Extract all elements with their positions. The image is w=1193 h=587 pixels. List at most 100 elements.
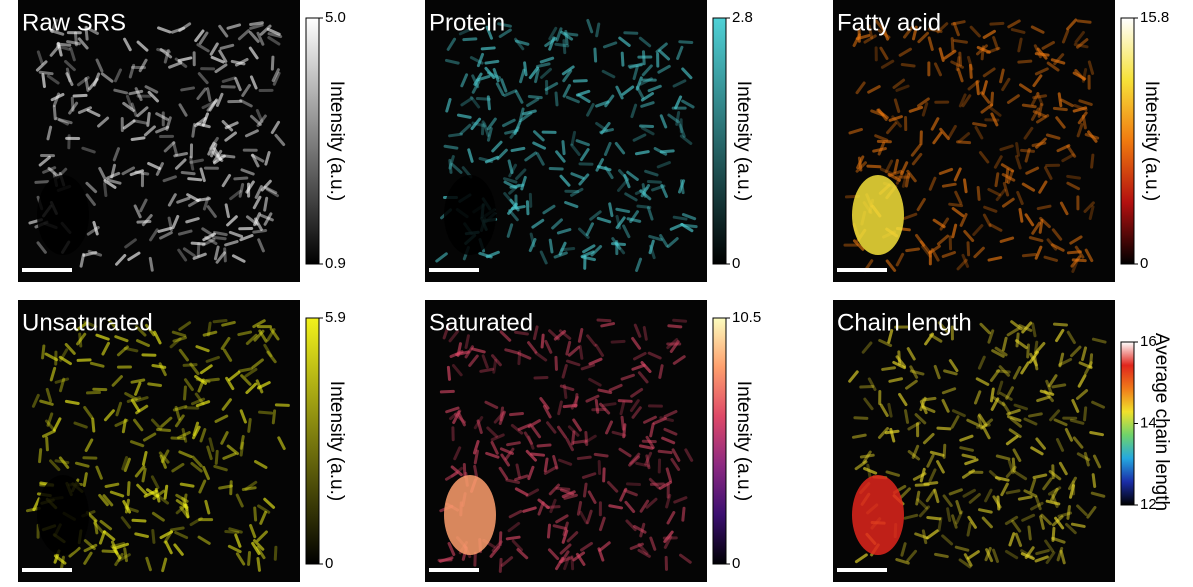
cell [519,352,520,364]
cell [996,174,998,186]
cell [1059,94,1061,106]
cell [61,557,63,569]
cell [960,53,961,65]
cell [899,352,900,364]
cell [629,65,641,66]
cell [604,469,605,481]
cell [944,445,945,457]
cell [255,508,256,520]
cell [273,411,274,423]
cell [149,384,161,386]
cell [636,152,648,154]
cell [527,202,528,214]
cell [150,258,152,270]
colorbar [713,318,726,564]
cell [448,367,449,379]
cell [198,244,199,256]
cell [627,484,639,485]
cell [532,454,544,455]
cell [276,405,288,406]
cell [855,418,867,419]
cell [1023,254,1035,255]
cell [545,459,547,471]
cell [1092,155,1093,167]
cell [103,551,115,552]
cell [928,517,940,518]
cell [171,528,183,530]
panel-title: Fatty acid [837,9,941,36]
cell [950,204,962,205]
cell [213,237,225,238]
cell [1019,497,1031,499]
bright-cluster [37,175,89,255]
cell [511,413,523,414]
cell [868,166,880,167]
bright-cluster [852,475,904,555]
cell [235,178,247,179]
cell [952,39,953,51]
cell [1006,170,1007,182]
cell [136,172,148,174]
colorbar-label: Intensity (a.u.) [733,81,754,201]
colorbar-tick-label: 0 [732,255,740,272]
cell [1053,385,1065,387]
cell [595,454,607,456]
cell [1019,61,1031,62]
cell [610,506,622,508]
cell [883,368,895,370]
bright-cluster [852,175,904,255]
cell [625,33,637,34]
cell [93,419,94,431]
cell [1013,459,1014,471]
cell [128,483,129,495]
colorbar-label: Intensity (a.u.) [1141,81,1162,201]
cell [683,508,684,520]
cell [580,346,582,358]
cell [132,138,144,140]
cell [596,400,597,412]
colorbar-label: Intensity (a.u.) [326,381,347,501]
cell [974,124,986,126]
cell [991,23,1003,24]
cell [548,525,549,537]
cell [978,187,979,199]
cell [185,387,186,399]
panel-title: Chain length [837,309,972,336]
cell [74,95,86,96]
cell [133,520,145,521]
cell [1035,342,1037,354]
bright-cluster [444,175,496,255]
cell [1022,150,1034,151]
cell [1029,527,1030,539]
cell [992,93,993,105]
cell [562,249,574,250]
cell [955,41,967,43]
cell [193,124,195,136]
cell [584,484,586,496]
cell [47,438,48,450]
cell [507,537,519,539]
cell [991,389,993,401]
cell [84,474,86,486]
colorbar-tick-label: 2.8 [732,9,753,26]
cell [674,217,686,219]
cell [488,97,489,109]
cell [556,357,557,369]
cell [181,484,193,486]
colorbar-label: Average chain length [1151,333,1172,511]
colorbar-label: Intensity (a.u.) [326,81,347,201]
colorbar-tick-label: 0.9 [325,255,346,272]
cell [1068,252,1080,253]
cell [564,41,565,53]
cell [612,341,624,342]
cell [535,377,547,378]
cell [598,320,610,321]
cell [1054,324,1066,325]
cell [1020,209,1022,221]
cell [1083,116,1085,128]
cell [249,552,250,564]
cell [968,243,969,255]
cell [1053,528,1054,540]
cell [486,61,498,63]
